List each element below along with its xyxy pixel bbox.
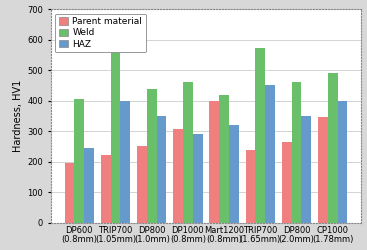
Bar [338,101,347,223]
Bar [120,101,130,223]
Bar [265,85,275,223]
Bar [183,82,193,223]
Bar [282,142,292,223]
Bar [210,101,219,223]
Bar [111,49,120,223]
Bar [255,48,265,223]
Bar [229,125,239,223]
Y-axis label: Hardness, HV1: Hardness, HV1 [13,80,23,152]
Bar [318,117,328,223]
Bar [75,98,84,223]
Bar [173,129,183,223]
Bar [157,116,166,223]
Bar [84,148,94,223]
Bar [246,150,255,223]
Legend: Parent material, Weld, HAZ: Parent material, Weld, HAZ [55,14,146,52]
Bar [328,72,338,223]
Bar [147,89,157,223]
Bar [65,163,75,223]
Bar [193,134,203,223]
Bar [292,82,301,223]
Bar [219,95,229,223]
Bar [301,116,311,223]
Bar [137,146,147,223]
Bar [101,155,111,223]
